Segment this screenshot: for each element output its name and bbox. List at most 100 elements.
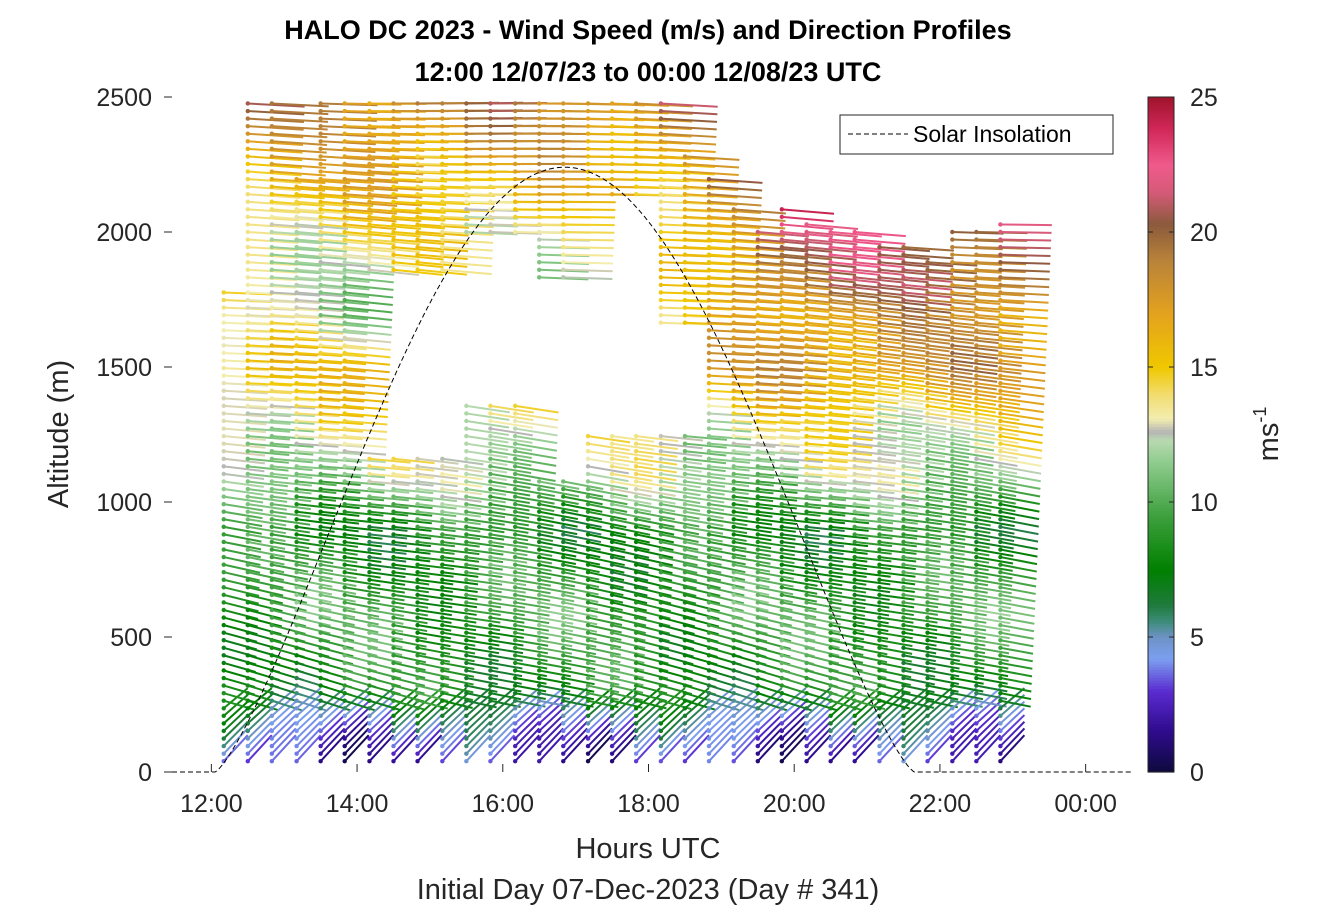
wind-barb	[342, 570, 381, 579]
barb-shaft	[223, 714, 249, 740]
barb-shaft	[344, 472, 386, 479]
barb-dot	[561, 161, 566, 167]
barb-dot	[512, 690, 518, 696]
barb-dot	[391, 721, 396, 726]
barb-dot	[488, 509, 493, 514]
barb-dot	[221, 607, 226, 613]
barb-dot	[731, 486, 736, 492]
wind-barb	[318, 237, 372, 246]
barb-dot	[367, 622, 372, 628]
barb-dot	[342, 547, 347, 552]
barb-dot	[779, 411, 785, 416]
barb-dot	[245, 176, 250, 182]
barb-dot	[682, 267, 688, 272]
barb-dot	[537, 123, 542, 129]
barb-dot	[755, 335, 760, 341]
barb-dot	[585, 622, 591, 628]
barb-dot	[682, 260, 688, 265]
barb-dot	[245, 207, 250, 212]
barb-dot	[682, 554, 688, 560]
barb-dot	[294, 252, 299, 257]
barb-dot	[561, 486, 566, 492]
barb-shaft	[223, 518, 263, 527]
barb-dot	[464, 539, 469, 545]
barb-dot	[585, 441, 591, 446]
barb-dot	[294, 721, 299, 726]
barb-dot	[585, 690, 591, 696]
barb-dot	[245, 577, 250, 582]
barb-dot	[755, 365, 760, 371]
barb-dot	[488, 600, 493, 605]
barb-dot	[488, 229, 493, 235]
barb-shaft	[319, 721, 346, 747]
barb-dot	[682, 464, 688, 469]
barb-dot	[294, 403, 299, 409]
barb-dot	[658, 570, 664, 575]
barb-dot	[731, 328, 736, 333]
wind-barb	[294, 517, 336, 526]
barb-dot	[342, 630, 347, 635]
wind-barb	[294, 199, 350, 208]
barb-dot	[391, 108, 396, 114]
barb-dot	[779, 343, 785, 348]
barb-dot	[269, 539, 275, 545]
barb-shaft	[271, 556, 309, 565]
barb-shaft	[320, 178, 375, 185]
barb-dot	[342, 282, 347, 288]
barb-dot	[318, 600, 323, 605]
barb-dot	[633, 517, 639, 522]
barb-dot	[706, 532, 712, 537]
barb-dot	[706, 252, 712, 257]
barb-shaft	[223, 586, 260, 597]
barb-dot	[245, 222, 250, 227]
barb-dot	[269, 683, 275, 688]
barb-dot	[269, 698, 275, 703]
barb-dot	[245, 517, 250, 522]
barb-shaft	[247, 450, 290, 457]
barb-dot	[537, 728, 542, 734]
wind-barb	[245, 388, 292, 395]
wind-barb	[294, 222, 349, 230]
barb-dot	[221, 396, 226, 401]
barb-dot	[561, 479, 566, 484]
barb-dot	[537, 675, 542, 681]
barb-dot	[706, 660, 712, 666]
barb-shaft	[320, 125, 377, 130]
barb-dot	[318, 683, 323, 688]
wind-barb	[294, 418, 340, 425]
barb-dot	[537, 139, 542, 144]
barb-shaft	[320, 404, 365, 411]
barb-dot	[294, 328, 299, 333]
barb-dot	[731, 736, 736, 741]
barb-dot	[318, 607, 323, 613]
barb-dot	[609, 449, 615, 454]
wind-barb	[342, 600, 380, 610]
barb-shaft	[344, 601, 380, 610]
barb-dot	[318, 698, 323, 703]
wind-barb	[318, 700, 346, 726]
barb-dot	[415, 660, 420, 666]
barb-dot	[342, 229, 347, 235]
barb-dot	[633, 441, 639, 446]
barb-dot	[367, 131, 372, 136]
barb-dot	[415, 116, 420, 121]
barb-dot	[512, 713, 518, 719]
barb-shaft	[320, 170, 375, 177]
wind-barb	[294, 214, 349, 223]
barb-shaft	[320, 624, 355, 634]
barb-dot	[658, 154, 664, 159]
barb-dot	[245, 192, 250, 197]
barb-dot	[464, 675, 469, 681]
barb-dot	[269, 585, 275, 590]
barb-dot	[391, 154, 396, 159]
barb-dot	[464, 751, 469, 756]
barb-dot	[682, 207, 688, 212]
wind-barb	[342, 714, 370, 741]
barb-dot	[585, 146, 591, 152]
barb-dot	[585, 139, 591, 144]
barb-dot	[367, 683, 372, 688]
barb-dot	[658, 509, 664, 514]
barb-dot	[779, 509, 785, 514]
barb-dot	[269, 335, 275, 341]
wind-barb	[318, 630, 355, 642]
